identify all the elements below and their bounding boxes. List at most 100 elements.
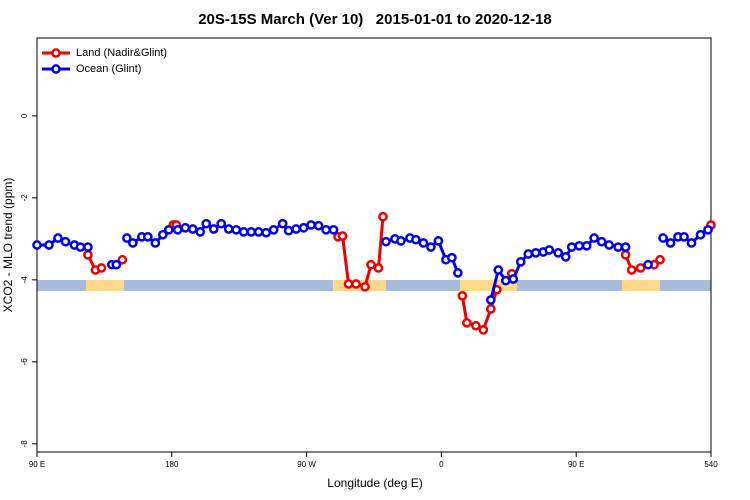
point [604,240,615,250]
point [328,224,339,235]
point [128,238,138,248]
point [163,224,174,235]
point [337,231,348,241]
legend-label: Ocean (Glint) [76,63,141,75]
land-band [86,280,124,291]
point [453,268,463,278]
point [111,259,122,270]
point [180,222,191,233]
land-band [622,280,660,291]
point [261,227,272,238]
point [695,229,706,240]
point [485,304,496,314]
x-tick-label: 0 [439,460,444,469]
point [83,242,93,252]
x-axis-label: Longitude (deg E) [327,476,422,490]
point [306,220,316,230]
legend-marker [51,48,61,58]
point [457,290,468,301]
point [122,233,132,243]
point [665,238,676,248]
point [596,236,607,247]
point [157,229,168,240]
point [589,233,600,243]
point [231,224,242,235]
point [411,234,421,245]
point [351,279,361,289]
y-tick-label: -8 [20,440,29,448]
point [530,247,541,258]
point [187,224,198,234]
point [515,256,526,267]
point [686,238,697,248]
point [253,227,264,237]
point [462,318,472,328]
x-tick-label: 90 W [297,460,316,469]
point [32,240,42,250]
point [703,224,713,235]
point [53,233,63,243]
point [447,252,457,263]
point [117,254,128,265]
point [493,265,504,275]
y-tick-label: -6 [20,358,29,366]
point [485,295,496,305]
point [291,224,301,234]
point [613,242,623,252]
point [277,218,288,229]
point [508,274,519,284]
point [313,220,324,231]
point [378,211,388,222]
point [201,218,212,229]
point [60,236,71,247]
point [283,225,294,236]
point [83,249,93,260]
x-tick-label: 540 [704,460,718,469]
y-tick-label: 0 [20,113,29,118]
point [321,224,331,235]
point [544,245,555,255]
point [208,224,219,234]
point [223,224,234,234]
point [478,324,489,335]
point [75,242,86,252]
legend-label: Land (Nadir&Glint) [76,47,167,59]
x-tick-label: 90 E [29,460,45,469]
point [246,227,257,237]
point [418,238,429,248]
point [360,281,370,292]
point [366,259,376,270]
point [238,227,249,237]
y-tick-label: -2 [20,194,29,202]
point [620,242,631,252]
point [381,236,391,247]
land-band [460,280,517,291]
point [433,236,444,246]
point [679,231,689,242]
point [44,240,54,250]
point [655,254,665,265]
point [574,240,585,251]
point [560,252,571,262]
point [643,259,653,270]
point [96,263,107,273]
point [268,224,279,235]
point [396,236,406,246]
point [470,320,481,331]
y-axis-label: XCO2 - MLO trend (ppm) [1,178,15,313]
point [216,218,227,229]
point [298,222,309,233]
point [500,275,511,286]
x-tick-label: 90 E [568,460,584,469]
point [195,227,206,237]
point [658,233,668,243]
point [142,231,153,242]
legend-marker [51,64,61,74]
series-line [88,217,711,330]
y-tick-label: -4 [20,276,29,284]
point [626,265,637,275]
point [620,249,631,260]
point [523,249,534,259]
point [150,238,161,248]
